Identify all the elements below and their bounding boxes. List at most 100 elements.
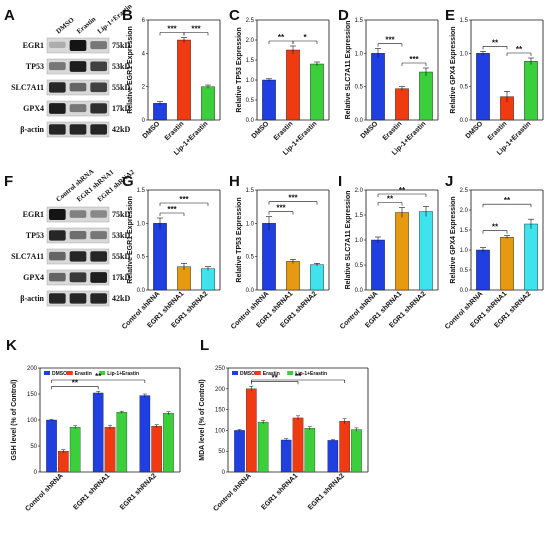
y-tick-label: 150	[215, 408, 226, 414]
y-tick-label: 0.5	[246, 255, 255, 261]
blot-band	[69, 40, 87, 51]
y-tick-label: 1.0	[355, 51, 364, 57]
blot-band	[49, 124, 66, 135]
y-tick-label: 150	[27, 392, 38, 398]
blot-band	[69, 82, 87, 92]
y-axis-label: Relative GPX4 Expression	[450, 196, 457, 283]
y-axis-label: Relative EGR1 Expression	[127, 26, 134, 114]
x-tick-label: EGR1 shRNA2	[307, 472, 346, 511]
y-tick-label: 1.5	[246, 58, 255, 64]
panel-letter-b: B	[122, 7, 133, 24]
y-tick-label: 0	[222, 470, 226, 476]
chart-l: 0 50 100 150 200 250 MDA level (% of Control) C…	[199, 366, 369, 513]
blot-band	[49, 62, 66, 71]
bar-lip-1-erastin-control-shrna	[69, 427, 81, 473]
bar-erastin-egr1-shrna1	[104, 427, 116, 473]
bar-lip-1-erastin-egr1-shrna2	[351, 429, 362, 473]
bar-erastin-control-shrna	[246, 388, 257, 473]
legend-label-erastin: Erastin	[75, 371, 92, 377]
bar-lip-1-erastin	[310, 63, 324, 121]
y-tick-label: 0.5	[137, 255, 146, 261]
x-tick-label: EGR1 shRNA2	[119, 472, 158, 511]
y-tick-label: 6	[142, 18, 146, 24]
bar-dmso-egr1-shrna1	[280, 439, 292, 473]
x-tick-label: Erastin	[273, 120, 295, 142]
blot-band	[69, 272, 87, 283]
y-tick-label: 1.5	[355, 18, 364, 24]
bar-dmso-egr1-shrna2	[139, 395, 151, 473]
panel-letter-i: I	[338, 173, 342, 190]
x-tick-label: Erastin	[487, 120, 509, 142]
panel-letter-d: D	[338, 7, 349, 24]
blot-kda-label: 17kD	[112, 273, 130, 282]
blot-band	[49, 272, 66, 282]
bar-dmso	[153, 103, 167, 121]
bar-control-shrna	[371, 239, 385, 291]
y-tick-label: 1.5	[460, 18, 469, 24]
chart-k: 0 50 100 150 200 GSH level (% of Control) Cont…	[11, 366, 181, 513]
x-tick-label: Control shRNA	[24, 472, 64, 512]
y-tick-label: 1.5	[246, 188, 255, 194]
bar-egr1-shrna2	[524, 223, 538, 291]
blot-band	[49, 209, 66, 220]
panel-letter-g: G	[122, 173, 134, 190]
y-tick-label: 0.0	[355, 288, 364, 294]
y-tick-label: 1.5	[137, 188, 146, 194]
x-tick-label: Erastin	[382, 120, 404, 142]
y-tick-label: 200	[215, 387, 226, 393]
legend-label-lip-1-erastin: Lip-1+Erastin	[295, 371, 327, 377]
bar-erastin-control-shrna	[58, 451, 69, 473]
blot-band	[90, 293, 107, 304]
bar-dmso	[262, 79, 276, 121]
significance-label: **	[516, 45, 523, 54]
blot-band	[90, 61, 107, 72]
blot-band	[90, 210, 107, 218]
y-tick-label: 1.0	[246, 78, 255, 84]
bar-lip-1-erastin	[524, 61, 538, 121]
legend-swatch-lip-1-erastin	[287, 371, 294, 375]
blot-kda-label: 42kD	[112, 294, 130, 303]
y-tick-label: 2.0	[355, 188, 364, 194]
blot-band	[49, 41, 66, 49]
y-axis-label: Relative TP53 Expression	[236, 197, 243, 282]
blot-band	[90, 82, 107, 93]
significance-label: ***	[179, 195, 189, 204]
blot-band	[69, 104, 87, 113]
panel-letter-l: L	[200, 337, 209, 354]
significance-label: ***	[276, 204, 286, 213]
y-axis-label: Relative SLC7A11 Expression	[345, 21, 352, 120]
blot-band	[69, 293, 87, 304]
y-axis-label: Relative EGR1 Expression	[127, 196, 134, 284]
bar-control-shrna	[476, 249, 490, 291]
significance-label: *	[303, 33, 307, 42]
y-tick-label: 0.5	[246, 98, 255, 104]
bar-egr1-shrna1	[177, 266, 191, 291]
bar-erastin-egr1-shrna2	[151, 426, 162, 473]
blot-protein-label: EGR1	[23, 41, 44, 50]
y-tick-label: 0.0	[246, 288, 255, 294]
y-tick-label: 250	[215, 366, 226, 372]
y-tick-label: 1.0	[355, 238, 364, 244]
y-tick-label: 2.5	[246, 18, 255, 24]
y-axis-label: MDA level (% of Control)	[199, 379, 206, 460]
blot-protein-label: TP53	[26, 231, 44, 240]
y-tick-label: 0.0	[355, 118, 364, 124]
blot-band	[90, 272, 107, 283]
significance-label: **	[504, 196, 511, 205]
bar-dmso-egr1-shrna1	[92, 392, 104, 473]
blot-lane-label: Erastin	[75, 15, 97, 35]
x-tick-label: EGR1 shRNA1	[72, 472, 111, 511]
x-tick-label: Erastin	[164, 120, 186, 142]
blot-band	[49, 293, 66, 304]
x-tick-label: EGR1 shRNA1	[260, 472, 299, 511]
significance-label: ***	[288, 194, 298, 203]
blot-kda-label: 42kD	[112, 125, 130, 134]
y-tick-label: 2.0	[246, 38, 255, 44]
panel-letter-h: H	[229, 173, 240, 190]
